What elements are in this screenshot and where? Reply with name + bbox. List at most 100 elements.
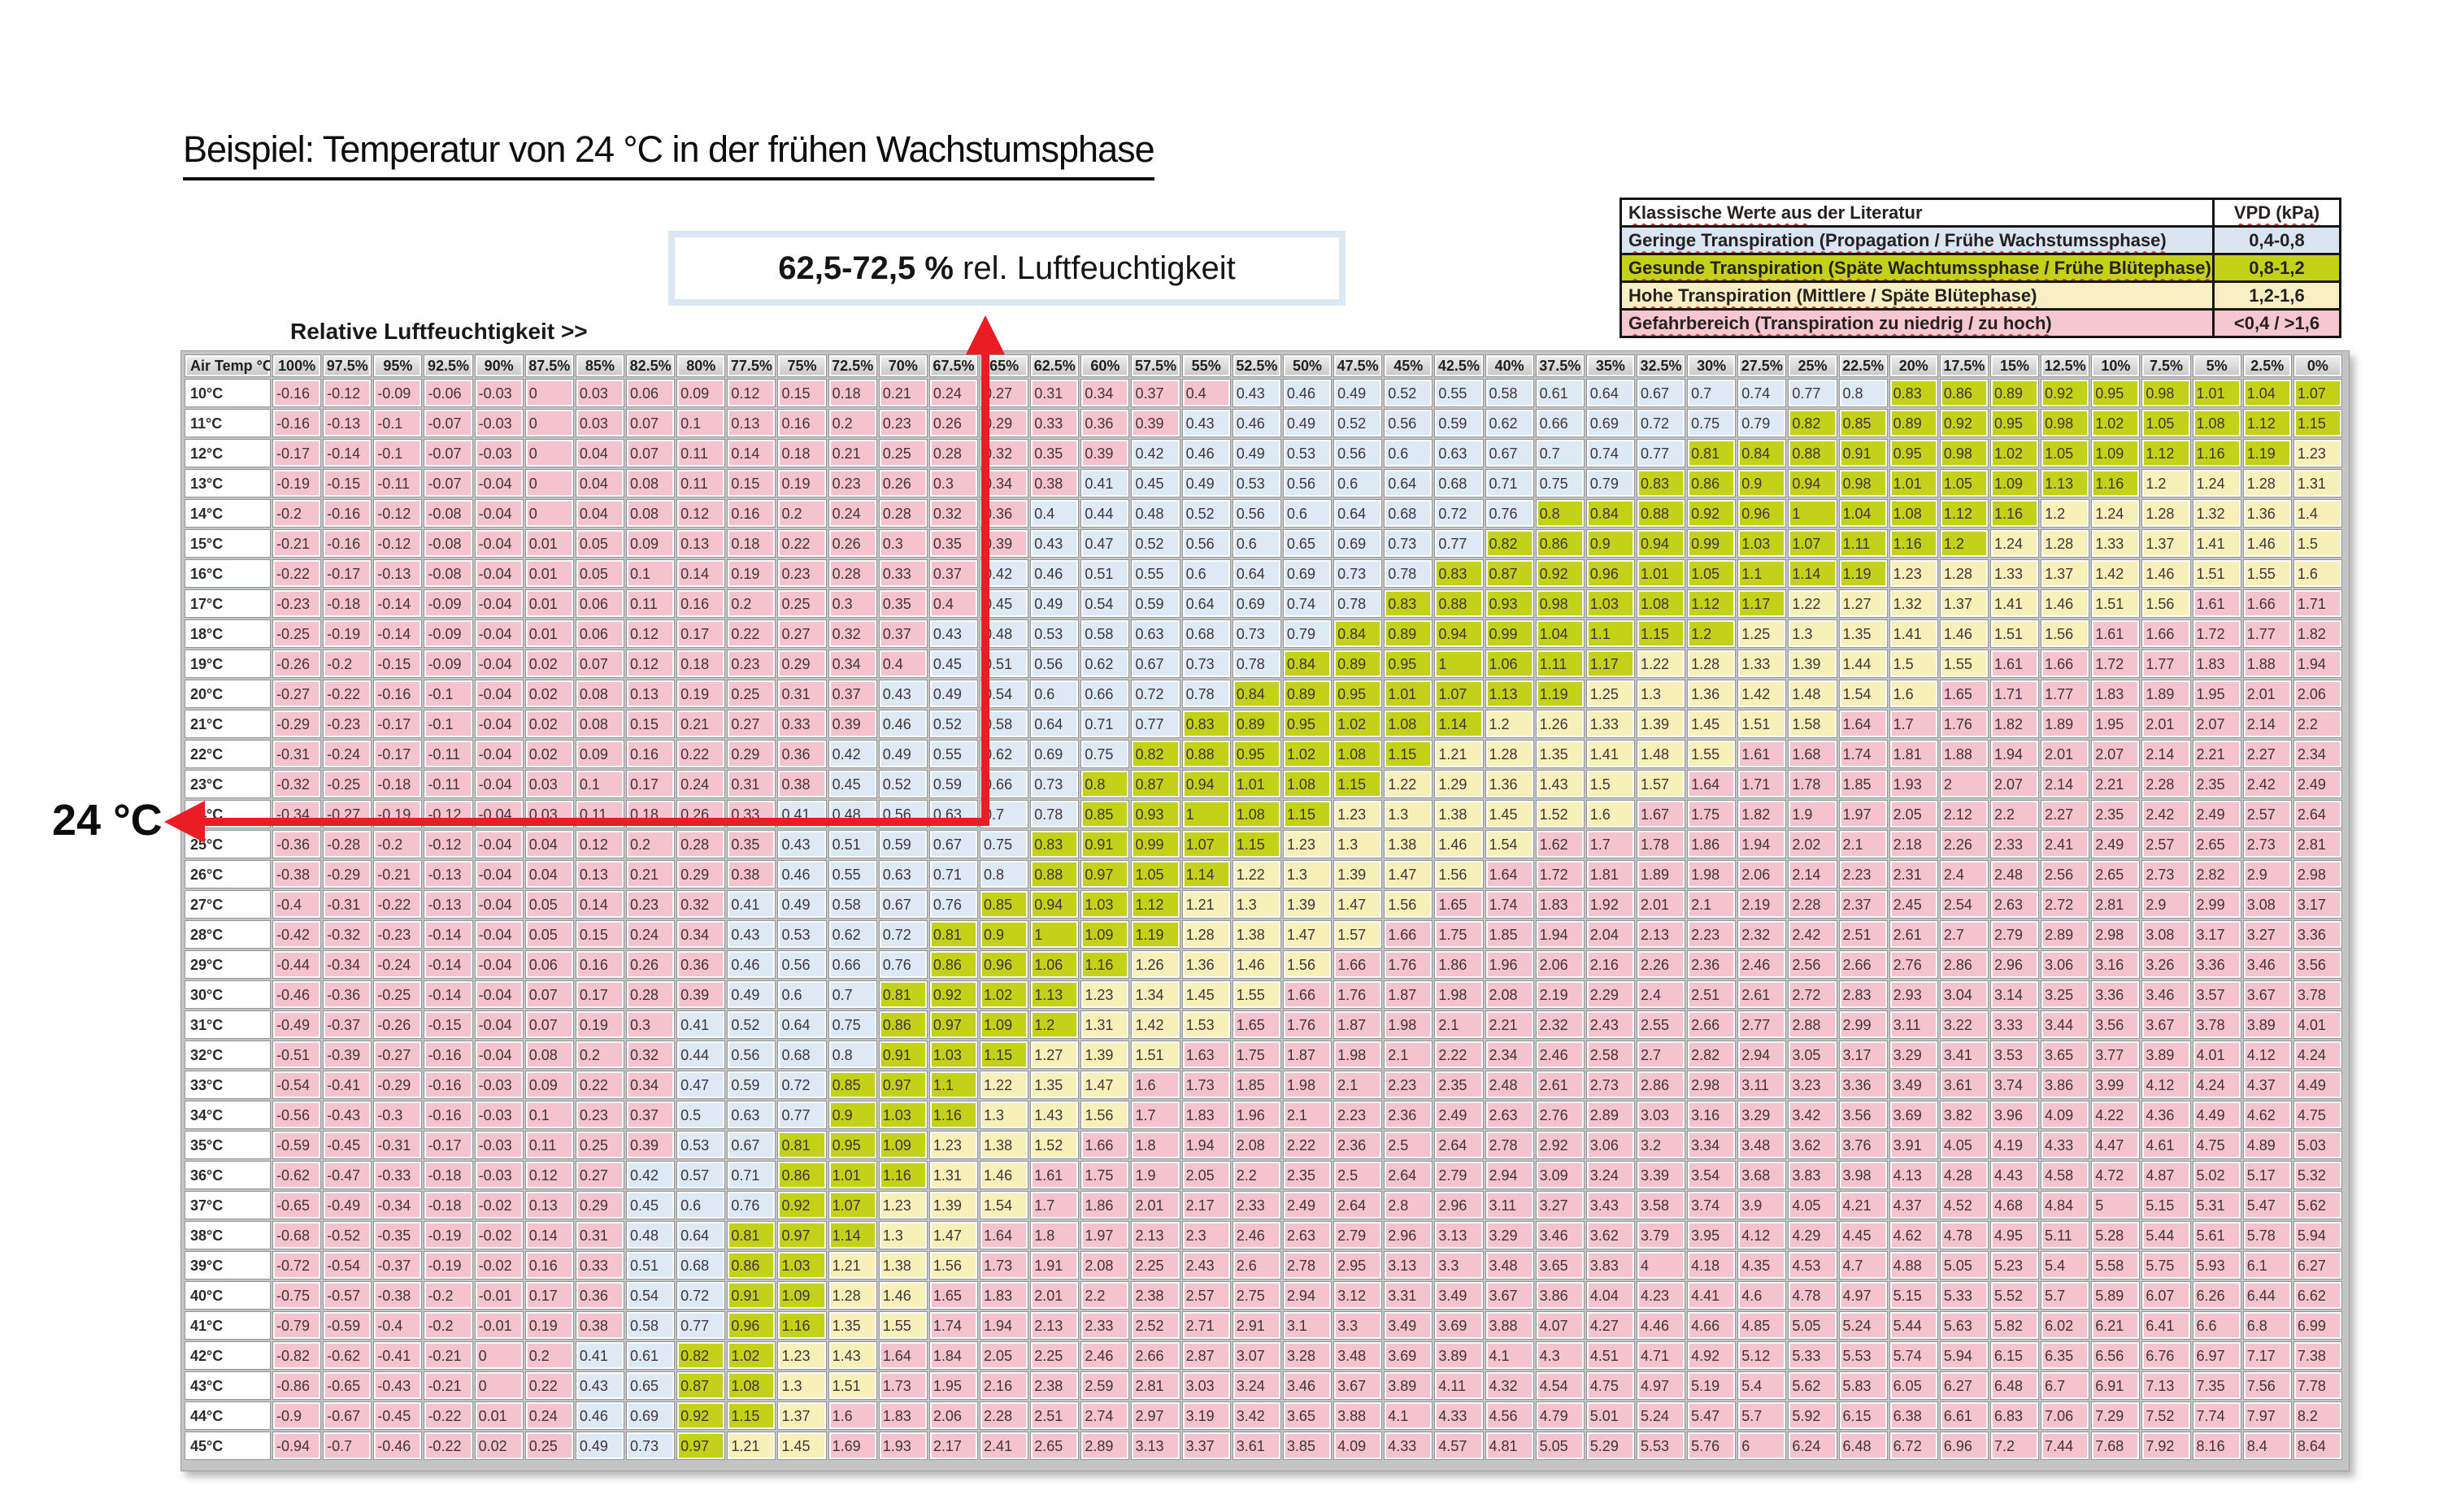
vpd-cell: 0.58 [1485,379,1534,407]
vpd-cell: -0.09 [424,650,473,678]
vpd-cell: 0.74 [1737,379,1787,407]
vpd-cell: 1.28 [1181,920,1231,949]
vpd-cell: 2.72 [1788,980,1837,1009]
vpd-cell: -0.47 [323,1161,372,1189]
vpd-cell: 2.93 [1889,980,1938,1009]
vpd-cell: 0.63 [727,1101,776,1129]
vpd-cell: 1.81 [1889,740,1938,768]
vpd-cell: 1.16 [1889,529,1938,558]
vpd-cell: 0.02 [524,710,574,738]
vpd-cell: 1.19 [1535,680,1585,708]
vpd-cell: 0.6 [1384,439,1433,467]
vpd-cell: 0.2 [727,589,776,618]
vpd-cell: 3.65 [1282,1401,1333,1430]
vpd-cell: 3.11 [1737,1071,1787,1099]
vpd-cell: 1.38 [980,1131,1029,1159]
vpd-cell: 0.19 [676,680,726,708]
vpd-cell: 1.9 [1788,800,1837,828]
vpd-cell: 0.43 [878,680,928,708]
vpd-cell: -0.04 [474,890,524,919]
vpd-cell: 0.95 [1384,650,1433,678]
vpd-cell: 1.2 [1939,529,1989,558]
vpd-cell: 0.82 [1788,409,1837,437]
vpd-cell: -0.03 [474,409,524,437]
vpd-cell: 0.03 [575,409,625,437]
vpd-cell: 0.5 [676,1101,726,1129]
vpd-cell: 3.48 [1485,1251,1534,1280]
vpd-cell: 0.7 [980,800,1029,828]
vpd-cell: -0.52 [323,1221,372,1249]
vpd-cell: 4.84 [2041,1191,2090,1219]
vpd-cell: 3.89 [1434,1341,1484,1370]
vpd-cell: 0.12 [626,650,676,678]
vpd-cell: 2.27 [2041,800,2090,828]
vpd-cell: -0.15 [373,650,423,678]
vpd-cell: 0.7 [1687,379,1737,407]
vpd-cell: 0.46 [727,950,776,979]
vpd-cell: 0.54 [1080,589,1130,618]
vpd-cell: 0.65 [626,1371,676,1400]
vpd-cell: 1.25 [1585,680,1635,708]
vpd-cell: -0.16 [424,1071,473,1099]
vpd-cell: 2.01 [2141,710,2191,738]
vpd-cell: 1.33 [1737,650,1787,678]
vpd-cell: 0.07 [626,439,676,467]
vpd-cell: 1.55 [1687,740,1737,768]
vpd-cell: 4.57 [1434,1432,1484,1460]
vpd-cell: 2 [1939,770,1989,798]
vpd-cell: 1.51 [1737,710,1787,738]
row-header-temperature: 33°C [185,1071,271,1099]
vpd-cell: 0.15 [777,379,827,407]
vpd-cell: 2.79 [1333,1221,1383,1249]
vpd-cell: 1.01 [2192,379,2241,407]
vpd-cell: 5.61 [2192,1221,2241,1249]
vpd-cell: 0.12 [575,830,625,858]
vpd-cell: 0.29 [980,409,1029,437]
vpd-cell: 0.23 [828,469,877,497]
vpd-cell: 3.06 [2041,950,2090,979]
vpd-cell: 2.13 [1636,920,1686,949]
vpd-cell: 3.37 [1181,1432,1231,1460]
vpd-cell: 1.64 [980,1221,1029,1249]
vpd-cell: -0.03 [474,1131,524,1159]
vpd-cell: -0.2 [323,650,372,678]
vpd-cell: 3.78 [2192,1010,2241,1039]
vpd-cell: 1.22 [1788,589,1837,618]
vpd-cell: 5.94 [1939,1341,1989,1370]
legend-row-range: 1,2-1,6 [2212,280,2341,311]
vpd-cell: 0.14 [676,559,726,588]
vpd-cell: 0.75 [1535,469,1585,497]
vpd-cell: 2.23 [1333,1101,1383,1129]
vpd-cell: -0.75 [272,1281,322,1310]
vpd-cell: 0.31 [575,1221,625,1249]
vpd-cell: 1.75 [1687,800,1737,828]
vpd-cell: 1.53 [1181,1010,1231,1039]
vpd-cell: 6.26 [2192,1281,2241,1310]
vpd-cell: -0.23 [272,589,322,618]
vpd-cell: 3.12 [1333,1281,1383,1310]
vpd-cell: 3.74 [1989,1071,2040,1099]
vpd-cell: 3.31 [1384,1281,1433,1310]
vpd-cell: 3.69 [1889,1101,1938,1129]
vpd-cell: 1.15 [727,1401,776,1430]
vpd-cell: 0.16 [777,409,827,437]
vpd-cell: 1.39 [928,1191,979,1219]
vpd-cell: 0.89 [1384,619,1433,648]
vpd-cell: 0.49 [1333,379,1383,407]
vpd-cell: 5.33 [1939,1281,1989,1310]
vpd-cell: 0.23 [727,650,776,678]
vpd-cell: 0.56 [1030,650,1080,678]
vpd-cell: 0.6 [777,980,827,1009]
vpd-cell: 2.86 [1636,1071,1686,1099]
vpd-cell: -0.03 [474,1101,524,1129]
vpd-cell: 0.67 [928,830,979,858]
vpd-cell: 0.04 [575,499,625,528]
vpd-cell: 0.46 [1282,379,1333,407]
vpd-cell: 3.46 [1282,1371,1333,1400]
vpd-cell: -0.45 [373,1401,423,1430]
vpd-cell: 5.15 [2141,1191,2191,1219]
vpd-cell: 2.28 [980,1401,1029,1430]
vpd-cell: 0.16 [676,589,726,618]
vpd-cell: -0.04 [474,559,524,588]
vpd-cell: 2.01 [1030,1281,1080,1310]
